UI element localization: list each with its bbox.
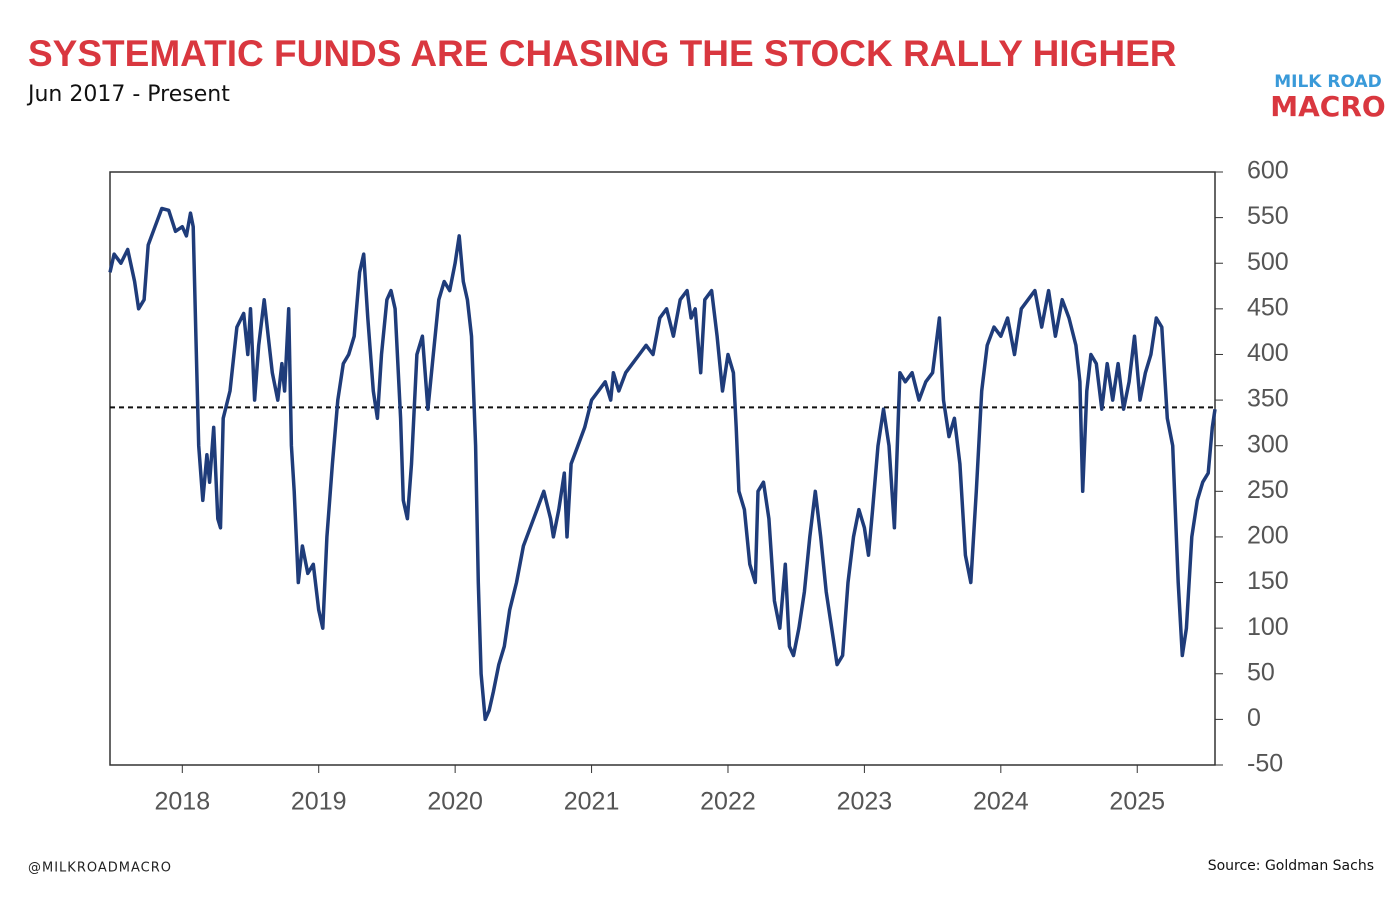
x-tick-label: 2018 bbox=[154, 788, 210, 816]
data-line bbox=[108, 206, 1217, 722]
x-tick-label: 2019 bbox=[291, 788, 347, 816]
y-tick-label: 500 bbox=[1247, 248, 1289, 276]
handle: @MILKROADMACRO bbox=[28, 861, 172, 876]
y-tick-label: 350 bbox=[1247, 385, 1289, 413]
y-tick-label: 400 bbox=[1247, 339, 1289, 367]
x-tick-label: 2025 bbox=[1109, 788, 1165, 816]
logo-text: MACRO bbox=[1270, 90, 1385, 123]
y-tick-label: -50 bbox=[1247, 750, 1283, 778]
x-tick-label: 2023 bbox=[837, 788, 893, 816]
x-tick-label: 2021 bbox=[564, 788, 620, 816]
y-tick-label: 550 bbox=[1247, 202, 1289, 230]
x-tick-label: 2022 bbox=[700, 788, 756, 816]
plot-frame bbox=[109, 171, 1216, 766]
y-tick-label: 50 bbox=[1247, 658, 1275, 686]
y-tick-label: 600 bbox=[1247, 157, 1289, 185]
y-tick-label: 150 bbox=[1247, 567, 1289, 595]
logo-text: MILK ROAD bbox=[1274, 72, 1382, 92]
x-tick-label: 2024 bbox=[973, 788, 1029, 816]
chart-subtitle: Jun 2017 - Present bbox=[26, 82, 230, 107]
x-tick-label: 2020 bbox=[427, 788, 483, 816]
y-tick-label: 450 bbox=[1247, 293, 1289, 321]
chart-title: SYSTEMATIC FUNDS ARE CHASING THE STOCK R… bbox=[28, 33, 1176, 74]
y-tick-label: 200 bbox=[1247, 522, 1289, 550]
y-tick-label: 100 bbox=[1247, 613, 1289, 641]
source: Source: Goldman Sachs bbox=[1208, 858, 1374, 874]
y-tick-label: 0 bbox=[1247, 704, 1261, 732]
y-tick-label: 250 bbox=[1247, 476, 1289, 504]
y-tick-label: 300 bbox=[1247, 430, 1289, 458]
